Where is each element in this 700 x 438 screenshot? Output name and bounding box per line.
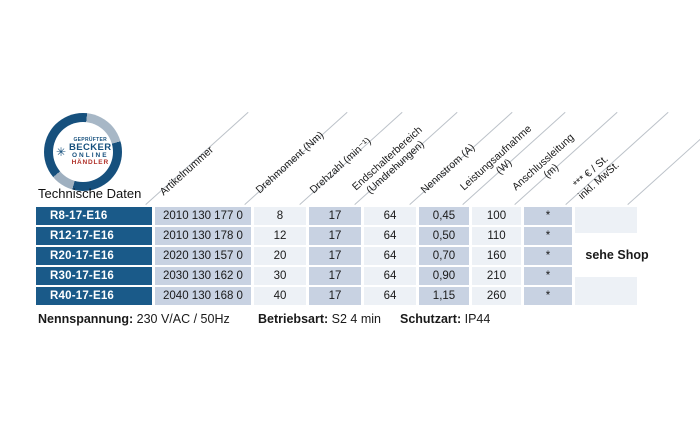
cell-drehmoment: 40 <box>254 287 306 305</box>
cell-drehmoment: 20 <box>254 247 306 265</box>
row-label: R12-17-E16 <box>36 227 152 245</box>
badge-inner: ✳ GEPRÜFTER BECKER ONLINE HÄNDLER <box>53 122 113 182</box>
badge-line-online: ONLINE <box>71 151 109 159</box>
cell-artikelnummer: 2030 130 162 0 <box>155 267 251 285</box>
cell-drehzahl: 17 <box>309 207 361 225</box>
cell-anschlussleitung: * <box>524 247 572 265</box>
badge-line-haendler: HÄNDLER <box>71 158 109 166</box>
cell-endschalterbereich: 64 <box>364 207 416 225</box>
gear-icon: ✳ <box>56 145 67 159</box>
cell-leistungsaufnahme: 160 <box>472 247 521 265</box>
cell-artikelnummer: 2010 130 178 0 <box>155 227 251 245</box>
cell-nennstrom: 0,45 <box>419 207 469 225</box>
cell-endschalterbereich: 64 <box>364 287 416 305</box>
cell-drehzahl: 17 <box>309 287 361 305</box>
cell-artikelnummer: 2010 130 177 0 <box>155 207 251 225</box>
spec-nennspannung: Nennspannung: 230 V/AC / 50Hz <box>38 312 230 326</box>
header-divider <box>627 111 700 205</box>
cell-nennstrom: 0,50 <box>419 227 469 245</box>
cell-endschalterbereich: 64 <box>364 247 416 265</box>
cell-nennstrom: 0,90 <box>419 267 469 285</box>
table-header: Artikelnummer Drehmoment (Nm) Drehzahl (… <box>0 98 700 205</box>
cell-drehzahl: 17 <box>309 247 361 265</box>
column-header-preis: *** € / St. inkl. MwSt. <box>570 152 622 202</box>
cell-anschlussleitung: * <box>524 207 572 225</box>
see-shop-note[interactable]: sehe Shop <box>572 233 662 277</box>
cell-drehzahl: 17 <box>309 267 361 285</box>
cell-nennstrom: 0,70 <box>419 247 469 265</box>
cell-artikelnummer: 2020 130 157 0 <box>155 247 251 265</box>
row-label: R8-17-E16 <box>36 207 152 225</box>
spec-footer: Nennspannung: 230 V/AC / 50Hz Betriebsar… <box>0 312 700 332</box>
cell-nennstrom: 1,15 <box>419 287 469 305</box>
spec-schutzart: Schutzart: IP44 <box>400 312 491 326</box>
cell-drehmoment: 30 <box>254 267 306 285</box>
cell-leistungsaufnahme: 110 <box>472 227 521 245</box>
badge-line-gepruefter: GEPRÜFTER <box>73 136 108 143</box>
column-header-artikelnummer: Artikelnummer <box>157 143 216 198</box>
technical-data-table: R8-17-E16 2010 130 177 0 8 17 64 0,45 10… <box>36 207 662 305</box>
row-label: R30-17-E16 <box>36 267 152 285</box>
cell-anschlussleitung: * <box>524 227 572 245</box>
becker-haendler-badge: ✳ GEPRÜFTER BECKER ONLINE HÄNDLER <box>44 113 122 191</box>
badge-text: GEPRÜFTER BECKER ONLINE HÄNDLER <box>69 136 112 167</box>
cell-endschalterbereich: 64 <box>364 267 416 285</box>
page-title: Technische Daten <box>38 186 142 201</box>
cell-artikelnummer: 2040 130 168 0 <box>155 287 251 305</box>
row-label: R40-17-E16 <box>36 287 152 305</box>
cell-endschalterbereich: 64 <box>364 227 416 245</box>
cell-drehmoment: 12 <box>254 227 306 245</box>
spec-betriebsart: Betriebsart: S2 4 min <box>258 312 381 326</box>
price-column: sehe Shop <box>572 207 662 305</box>
cell-leistungsaufnahme: 260 <box>472 287 521 305</box>
row-label: R20-17-E16 <box>36 247 152 265</box>
cell-anschlussleitung: * <box>524 287 572 305</box>
cell-drehzahl: 17 <box>309 227 361 245</box>
cell-anschlussleitung: * <box>524 267 572 285</box>
cell-leistungsaufnahme: 100 <box>472 207 521 225</box>
cell-drehmoment: 8 <box>254 207 306 225</box>
cell-leistungsaufnahme: 210 <box>472 267 521 285</box>
badge-line-becker: BECKER <box>69 141 112 153</box>
